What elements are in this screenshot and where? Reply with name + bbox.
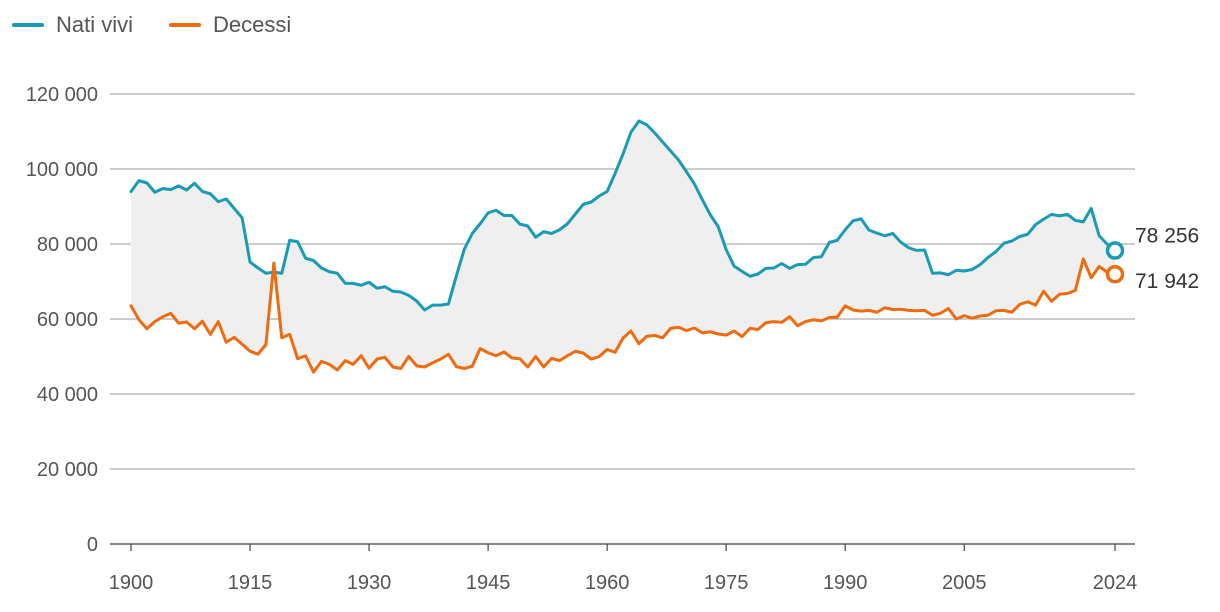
y-tick-label-20000: 20 000 [37, 459, 98, 481]
x-tick-label-1930: 1930 [347, 572, 392, 594]
series-line-nati-vivi [129, 119, 1117, 312]
chart-legend: Nati vivi Decessi [12, 12, 291, 38]
x-tick-label-1990: 1990 [823, 572, 868, 594]
legend-item-decessi: Decessi [169, 12, 291, 38]
y-tick-label-120000: 120 000 [26, 84, 98, 106]
x-tick-label-1915: 1915 [228, 572, 273, 594]
end-label-decessi: 71 942 [1135, 270, 1199, 293]
legend-label-nati-vivi: Nati vivi [56, 12, 134, 37]
y-tick-label-100000: 100 000 [26, 159, 98, 181]
series-line-decessi [129, 257, 1117, 374]
y-tick-label-60000: 60 000 [37, 309, 98, 331]
legend-label-decessi: Decessi [213, 12, 292, 37]
y-tick-label-80000: 80 000 [37, 234, 98, 256]
legend-item-nati-vivi: Nati vivi [12, 12, 133, 38]
y-tick-label-0: 0 [87, 534, 98, 556]
x-tick-label-2005: 2005 [942, 572, 987, 594]
end-label-nati-vivi: 78 256 [1135, 225, 1199, 248]
x-tick-label-1945: 1945 [466, 572, 511, 594]
end-marker-nati-vivi [1105, 241, 1125, 260]
legend-swatch-decessi [169, 23, 202, 27]
area-between-series [131, 121, 1115, 373]
legend-swatch-nati-vivi [12, 23, 44, 27]
x-tick-label-1975: 1975 [704, 572, 749, 594]
y-tick-label-40000: 40 000 [37, 384, 98, 406]
end-marker-decessi [1105, 264, 1125, 284]
x-tick-label-1900: 1900 [109, 572, 154, 594]
x-tick-label-2024: 2024 [1093, 572, 1138, 594]
x-tick-label-1960: 1960 [585, 572, 630, 594]
